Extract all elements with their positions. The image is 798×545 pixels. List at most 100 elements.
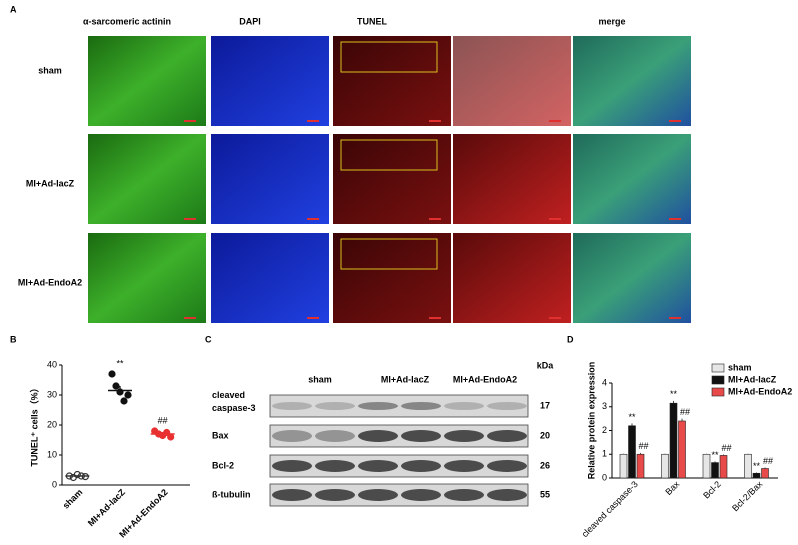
group-label: sham — [308, 374, 332, 384]
scale-bar — [669, 120, 681, 122]
micrograph — [333, 134, 451, 224]
y-tick-label: 40 — [47, 359, 57, 369]
y-axis-label: Relative protein expression — [586, 362, 596, 480]
micrograph — [88, 36, 206, 126]
x-tick-label: Bax — [663, 479, 681, 497]
bar — [678, 420, 686, 479]
y-tick-label: 30 — [47, 389, 57, 399]
group-label: MI+Ad-lacZ — [381, 374, 430, 384]
blot-band — [401, 402, 441, 410]
blot-band — [444, 402, 484, 410]
significance: ## — [763, 456, 773, 466]
bar — [711, 462, 719, 479]
scale-bar — [669, 317, 681, 319]
blot-band — [487, 460, 527, 472]
significance: ** — [670, 389, 678, 399]
micrograph — [88, 233, 206, 323]
micrograph — [211, 134, 329, 224]
y-tick-label: 20 — [47, 419, 57, 429]
blot-band — [272, 402, 312, 410]
data-point — [108, 370, 116, 378]
scale-bar — [184, 218, 196, 220]
blot-band — [315, 460, 355, 472]
bar — [702, 453, 711, 479]
scale-bar — [307, 218, 319, 220]
y-tick-label: 2 — [602, 425, 607, 435]
significance: ** — [628, 412, 636, 422]
blot-strip — [269, 394, 529, 418]
band-label: Bax — [212, 430, 229, 440]
significance: ** — [711, 450, 719, 460]
panel-label: D — [567, 334, 574, 344]
y-tick-label: 4 — [602, 377, 607, 387]
micrograph — [573, 36, 691, 126]
blot-band — [444, 430, 484, 442]
x-tick-label: Bcl-2 — [701, 479, 723, 501]
y-tick-label: 3 — [602, 401, 607, 411]
unit-label: kDa — [537, 360, 555, 370]
band-label: Bcl-2 — [212, 460, 234, 470]
blot-band — [487, 430, 527, 442]
legend-label: MI+Ad-lacZ — [728, 374, 777, 384]
data-point — [124, 391, 132, 399]
blot-band — [401, 460, 441, 472]
blot-band — [315, 489, 355, 501]
bar — [661, 453, 669, 479]
kda-label: 55 — [540, 489, 550, 499]
blot-band — [444, 489, 484, 501]
significance: ## — [680, 407, 690, 417]
blot-band — [358, 489, 398, 501]
column-header: DAPI — [239, 16, 261, 26]
micrograph — [88, 134, 206, 224]
blot-band — [272, 489, 312, 501]
row-label: sham — [38, 65, 62, 75]
y-tick-label: 1 — [602, 449, 607, 459]
blot-band — [401, 430, 441, 442]
bar — [761, 468, 769, 479]
blot-band — [444, 460, 484, 472]
micrograph — [211, 233, 329, 323]
x-tick-label: MI+Ad-lacZ — [86, 487, 128, 529]
band-label: cleaved caspase-3 — [212, 390, 256, 413]
significance: ## — [721, 443, 731, 453]
bar — [752, 472, 761, 479]
bar — [628, 425, 636, 479]
micrograph — [333, 233, 451, 323]
scale-bar — [429, 120, 441, 122]
scale-bar — [307, 120, 319, 122]
x-tick-label: cleaved caspase-3 — [580, 479, 640, 539]
blot-band — [272, 460, 312, 472]
roi-box — [340, 139, 438, 171]
data-point — [167, 433, 175, 441]
bar — [669, 402, 678, 479]
data-point — [112, 382, 120, 390]
blot-band — [315, 402, 355, 410]
blot-band — [487, 402, 527, 410]
scale-bar — [549, 317, 561, 319]
legend-swatch — [711, 387, 725, 397]
bar — [636, 453, 645, 479]
micrograph — [333, 36, 451, 126]
blot-band — [272, 430, 312, 442]
legend-label: MI+Ad-EndoA2 — [728, 386, 792, 396]
blot-band — [315, 430, 355, 442]
significance: ## — [638, 441, 648, 451]
column-header: merge — [598, 16, 625, 26]
micrograph — [573, 233, 691, 323]
bar — [744, 453, 752, 479]
row-label: MI+Ad-lacZ — [26, 178, 75, 188]
blot-band — [358, 402, 398, 410]
bar — [619, 453, 628, 479]
legend-label: sham — [728, 362, 752, 372]
bar — [719, 455, 728, 479]
row-label: MI+Ad-EndoA2 — [18, 277, 82, 287]
scale-bar — [429, 218, 441, 220]
significance: ** — [116, 358, 124, 368]
micrograph — [573, 134, 691, 224]
x-tick-label: Bcl-2/Bax — [730, 479, 765, 514]
data-point — [73, 470, 81, 479]
y-tick-label: 0 — [52, 479, 57, 489]
blot-band — [358, 460, 398, 472]
scale-bar — [549, 218, 561, 220]
